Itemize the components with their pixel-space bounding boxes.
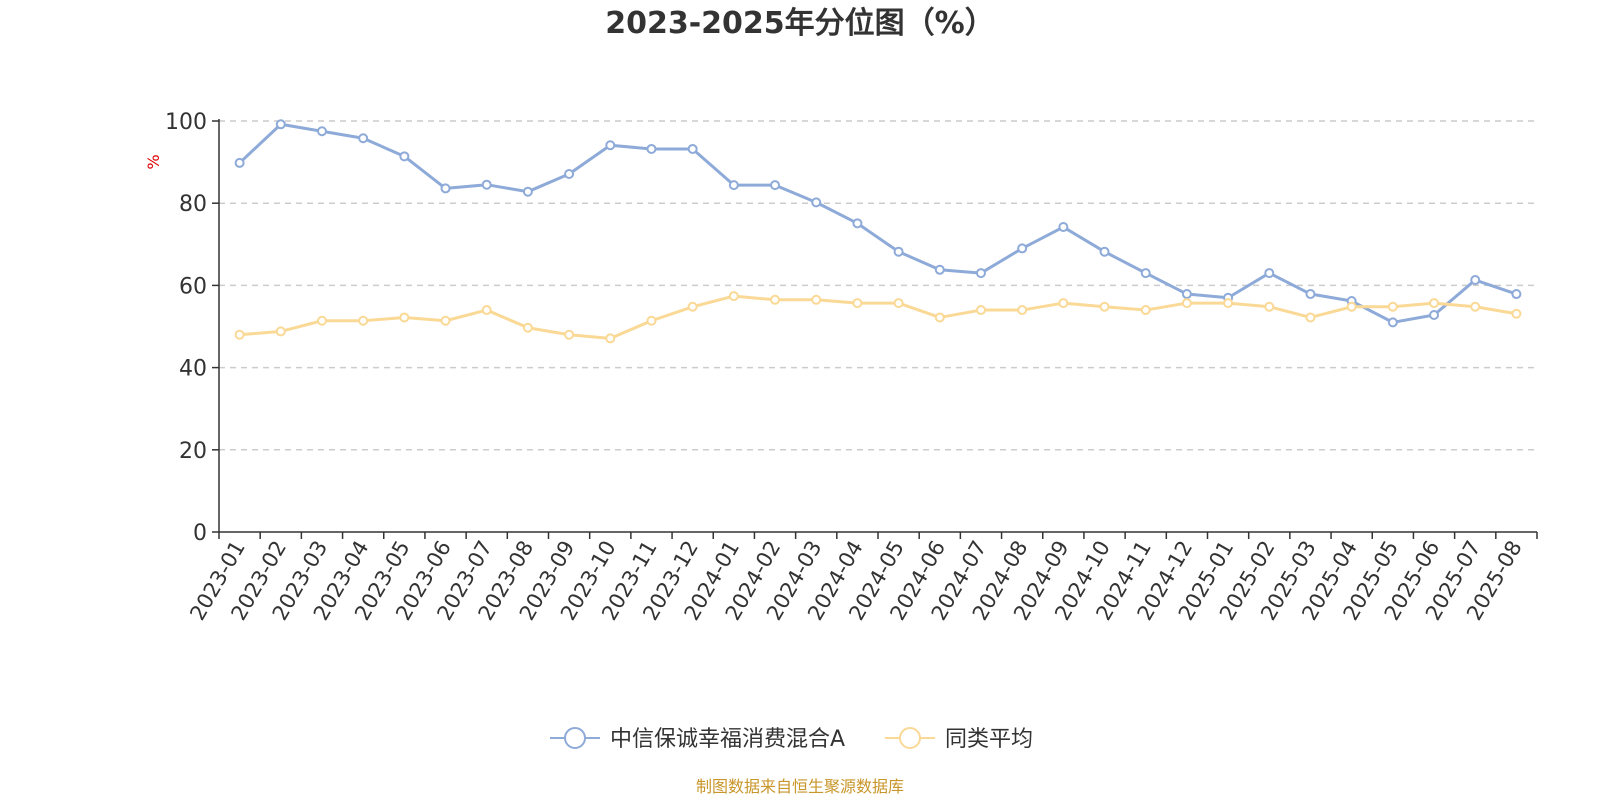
data-point <box>646 143 657 154</box>
series-2 <box>234 291 1522 344</box>
data-point <box>1140 305 1151 316</box>
data-point <box>811 294 822 305</box>
data-point <box>481 305 492 316</box>
data-point <box>564 329 575 340</box>
data-point <box>234 329 245 340</box>
data-point <box>1099 301 1110 312</box>
data-point <box>316 126 327 137</box>
data-point <box>399 312 410 323</box>
y-axis-unit: % <box>144 154 163 169</box>
data-point <box>358 133 369 144</box>
data-point <box>605 140 616 151</box>
data-point <box>1140 268 1151 279</box>
data-point <box>1058 222 1069 233</box>
legend-item-1[interactable]: 中信保诚幸福消费混合A <box>550 727 845 752</box>
data-point <box>1305 312 1316 323</box>
data-point <box>934 264 945 275</box>
data-point <box>1470 275 1481 286</box>
data-point <box>481 179 492 190</box>
legend[interactable]: 中信保诚幸福消费混合A 同类平均 <box>550 727 1033 752</box>
data-point <box>1181 289 1192 300</box>
axes <box>212 119 1538 539</box>
data-point <box>975 305 986 316</box>
data-point <box>811 197 822 208</box>
data-point <box>275 119 286 130</box>
data-point <box>605 333 616 344</box>
data-point <box>522 322 533 333</box>
data-point <box>564 169 575 180</box>
data-point <box>687 143 698 154</box>
data-point <box>770 180 781 191</box>
y-tick-labels: 0 20 40 60 80 100 <box>165 110 207 546</box>
data-point <box>852 218 863 229</box>
y-tick-label: 80 <box>179 192 207 217</box>
data-point <box>358 315 369 326</box>
data-point <box>975 268 986 279</box>
y-tick-label: 60 <box>179 274 207 299</box>
series-line <box>238 122 1517 324</box>
data-point <box>1470 301 1481 312</box>
legend-item-2[interactable]: 同类平均 <box>885 727 1033 752</box>
data-point <box>1099 246 1110 257</box>
data-point <box>893 246 904 257</box>
data-point <box>1429 309 1440 320</box>
y-tick-label: 40 <box>179 357 207 382</box>
chart-title: 2023-2025年分位图（%） <box>605 6 995 41</box>
data-point <box>770 294 781 305</box>
data-point <box>275 326 286 337</box>
data-point <box>687 301 698 312</box>
data-point <box>1264 268 1275 279</box>
data-point <box>1387 301 1398 312</box>
data-point <box>234 157 245 168</box>
data-point <box>1058 298 1069 309</box>
source-note: 制图数据来自恒生聚源数据库 <box>696 777 904 796</box>
y-tick-label: 100 <box>165 110 207 135</box>
data-point <box>1223 298 1234 309</box>
data-point <box>399 151 410 162</box>
data-point <box>1305 289 1316 300</box>
data-point <box>1017 305 1028 316</box>
data-point <box>893 298 904 309</box>
x-tick-labels: 2023-012023-022023-032023-042023-052023-… <box>185 537 1526 625</box>
data-point <box>1264 301 1275 312</box>
series-1 <box>234 119 1522 328</box>
data-point <box>1387 317 1398 328</box>
data-point <box>522 186 533 197</box>
data-point <box>316 315 327 326</box>
data-point <box>1511 308 1522 319</box>
legend-label: 同类平均 <box>945 727 1033 752</box>
legend-label: 中信保诚幸福消费混合A <box>610 727 845 752</box>
legend-marker-icon <box>564 727 586 749</box>
data-point <box>1017 243 1028 254</box>
data-point <box>440 183 451 194</box>
legend-marker-icon <box>899 727 921 749</box>
data-point <box>646 315 657 326</box>
data-point <box>1511 289 1522 300</box>
series-line <box>239 294 1517 340</box>
y-tick-label: 0 <box>193 521 207 546</box>
data-point <box>934 312 945 323</box>
data-point <box>728 291 739 302</box>
data-point <box>728 180 739 191</box>
data-point <box>1429 298 1440 309</box>
data-point <box>1181 298 1192 309</box>
grid-lines <box>219 120 1537 451</box>
series-layer <box>234 119 1522 344</box>
data-point <box>440 315 451 326</box>
data-point <box>852 298 863 309</box>
data-point <box>1346 301 1357 312</box>
y-tick-label: 20 <box>179 439 207 464</box>
